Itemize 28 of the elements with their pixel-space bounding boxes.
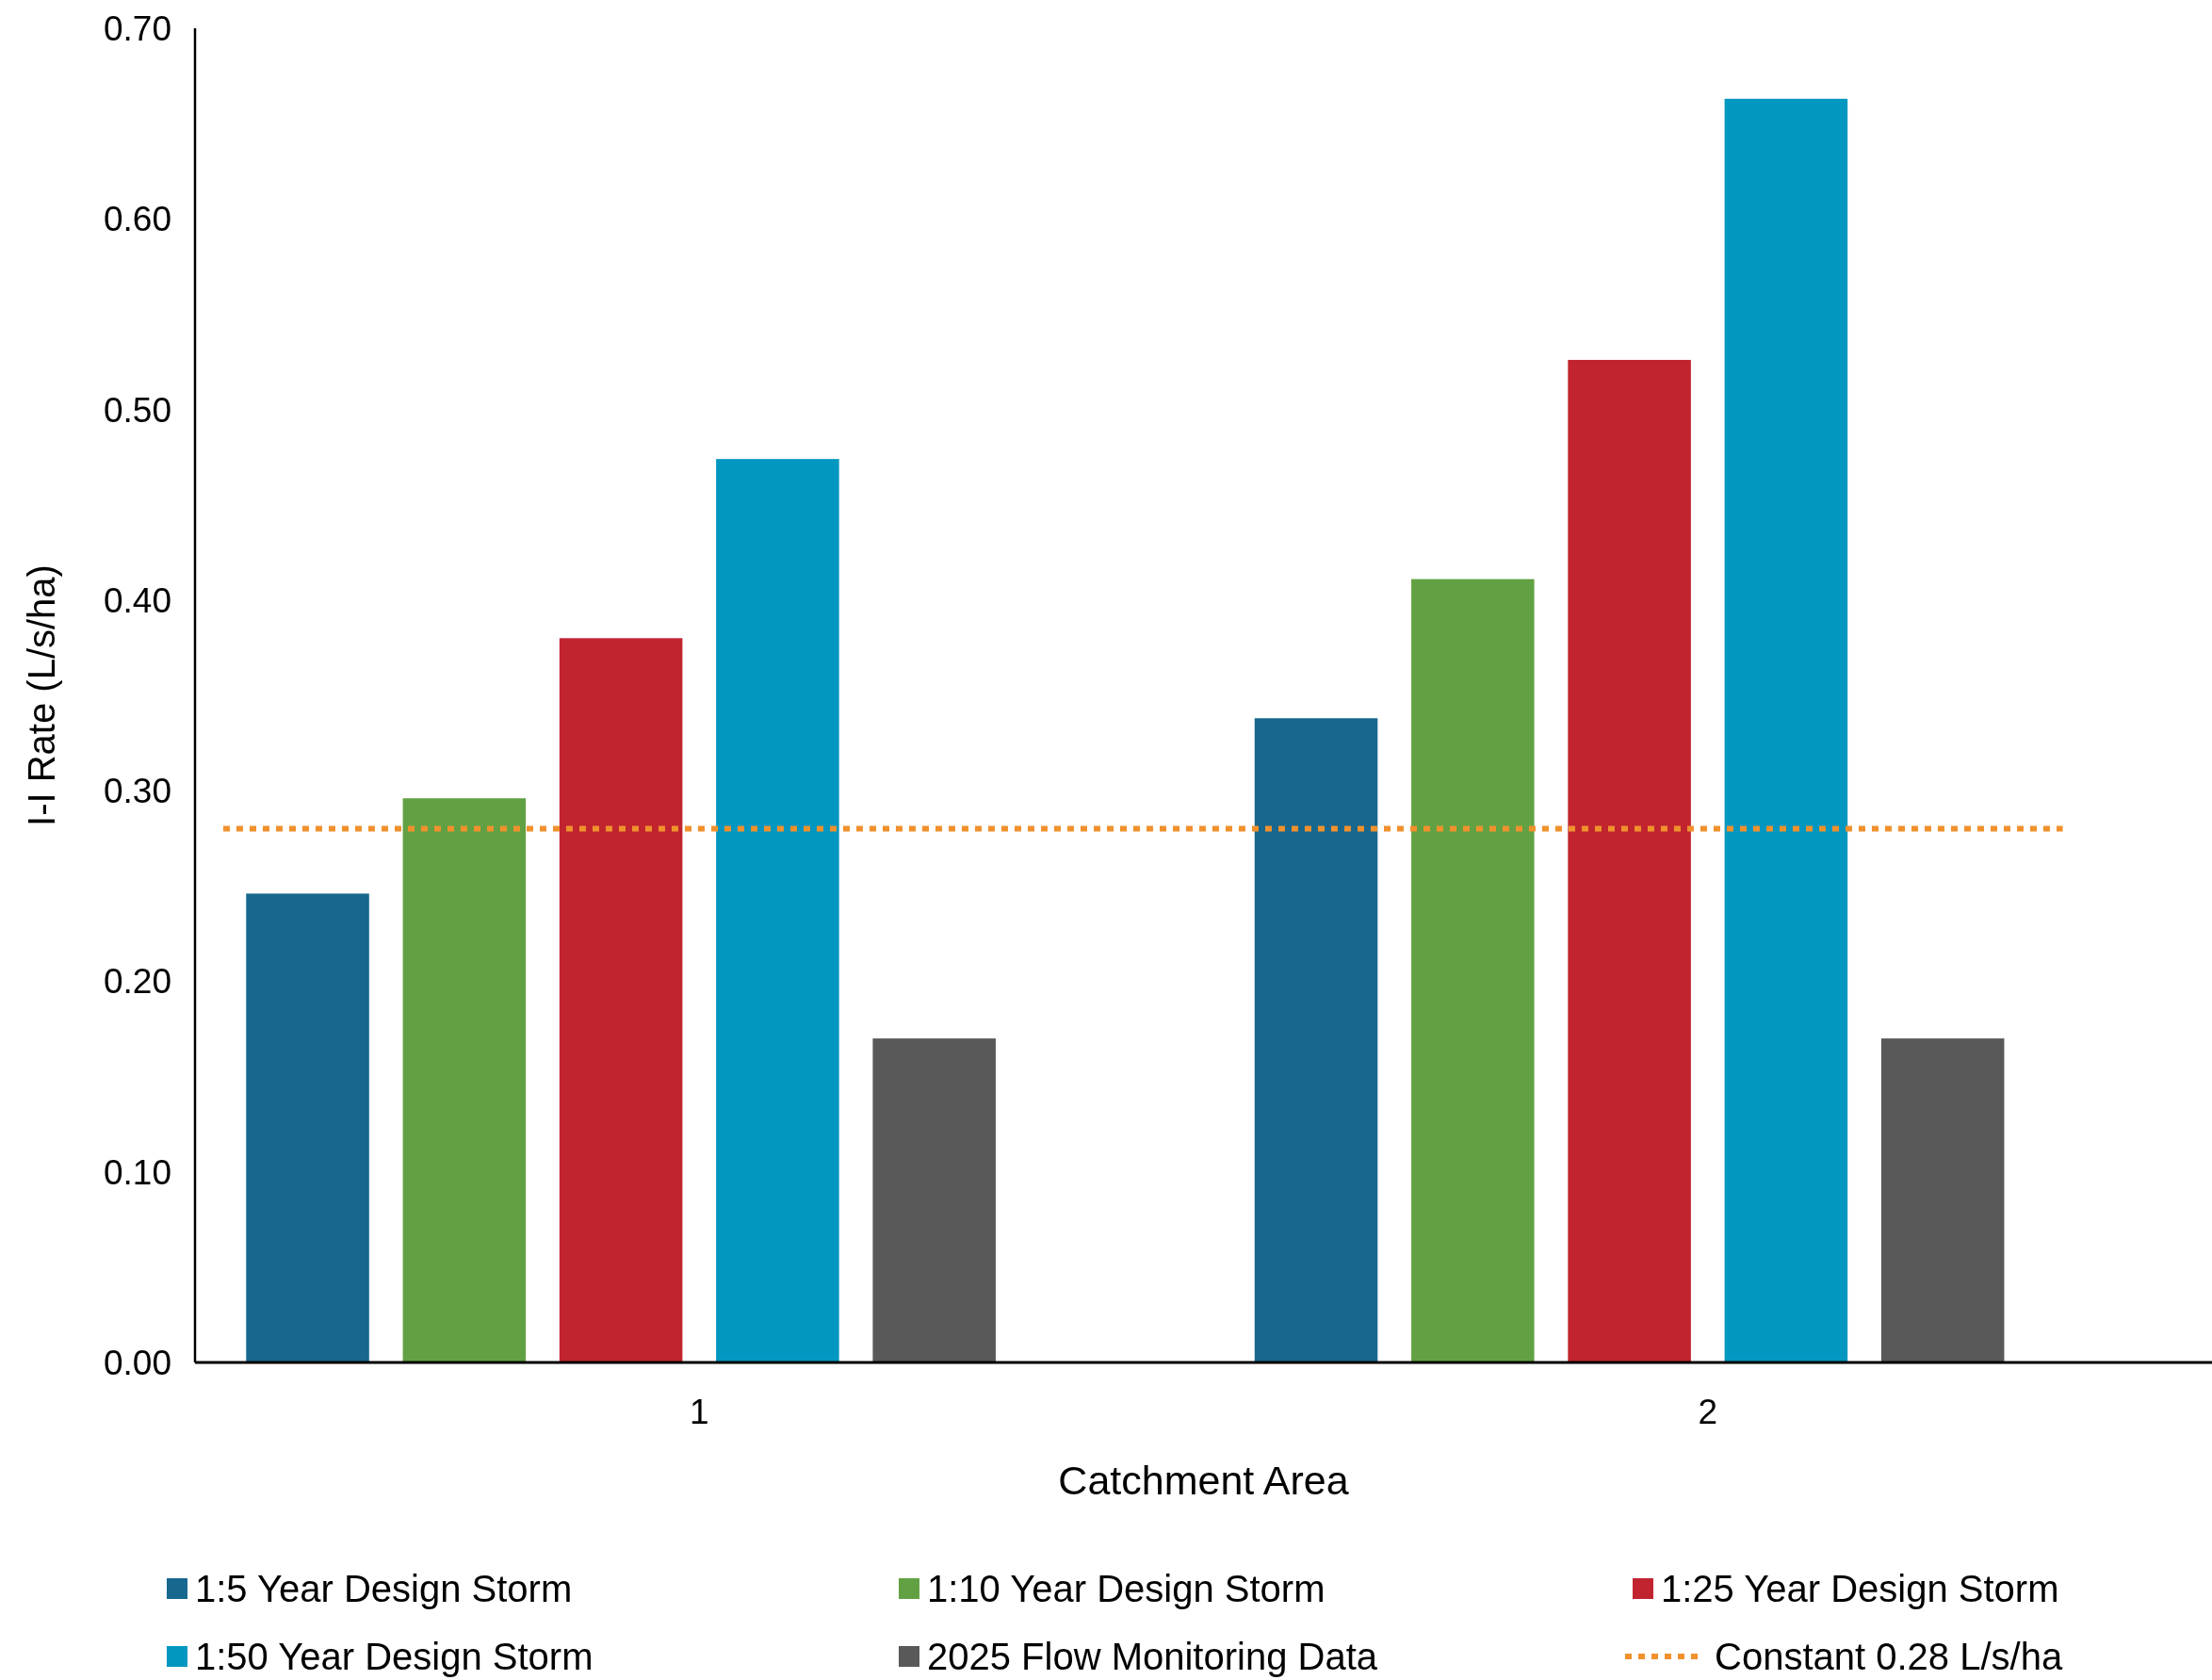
legend-label: 1:50 Year Design Storm <box>195 1636 594 1677</box>
bar <box>402 798 527 1362</box>
y-tick-label: 0.10 <box>103 1152 171 1192</box>
bar <box>1411 579 1535 1362</box>
y-tick-label: 0.00 <box>103 1343 171 1382</box>
x-tick-label: 2 <box>1698 1393 1718 1431</box>
legend-label: Constant 0.28 L/s/ha <box>1715 1636 2063 1677</box>
bar <box>1724 98 1848 1362</box>
x-tick-label: 1 <box>689 1393 709 1431</box>
legend-label: 1:10 Year Design Storm <box>927 1568 1326 1609</box>
legend-label: 1:5 Year Design Storm <box>195 1568 573 1609</box>
bar <box>872 1038 996 1362</box>
y-tick-label: 0.60 <box>103 200 171 239</box>
y-tick-label: 0.50 <box>103 390 171 430</box>
bar <box>1880 1038 2005 1362</box>
bar <box>1254 718 1378 1362</box>
y-axis-title: I-I Rate (L/s/ha) <box>21 564 62 826</box>
y-tick-label: 0.20 <box>103 962 171 1002</box>
bar <box>559 638 683 1362</box>
x-axis-title: Catchment Area <box>1058 1458 1349 1503</box>
bar <box>246 893 369 1362</box>
y-tick-label: 0.30 <box>103 772 171 811</box>
bar <box>716 459 839 1362</box>
legend-label: 1:25 Year Design Storm <box>1661 1568 2059 1609</box>
y-tick-label: 0.70 <box>103 8 171 48</box>
bar <box>1568 359 1691 1362</box>
y-tick-label: 0.40 <box>103 580 171 620</box>
legend-label: 2025 Flow Monitoring Data <box>927 1636 1378 1677</box>
